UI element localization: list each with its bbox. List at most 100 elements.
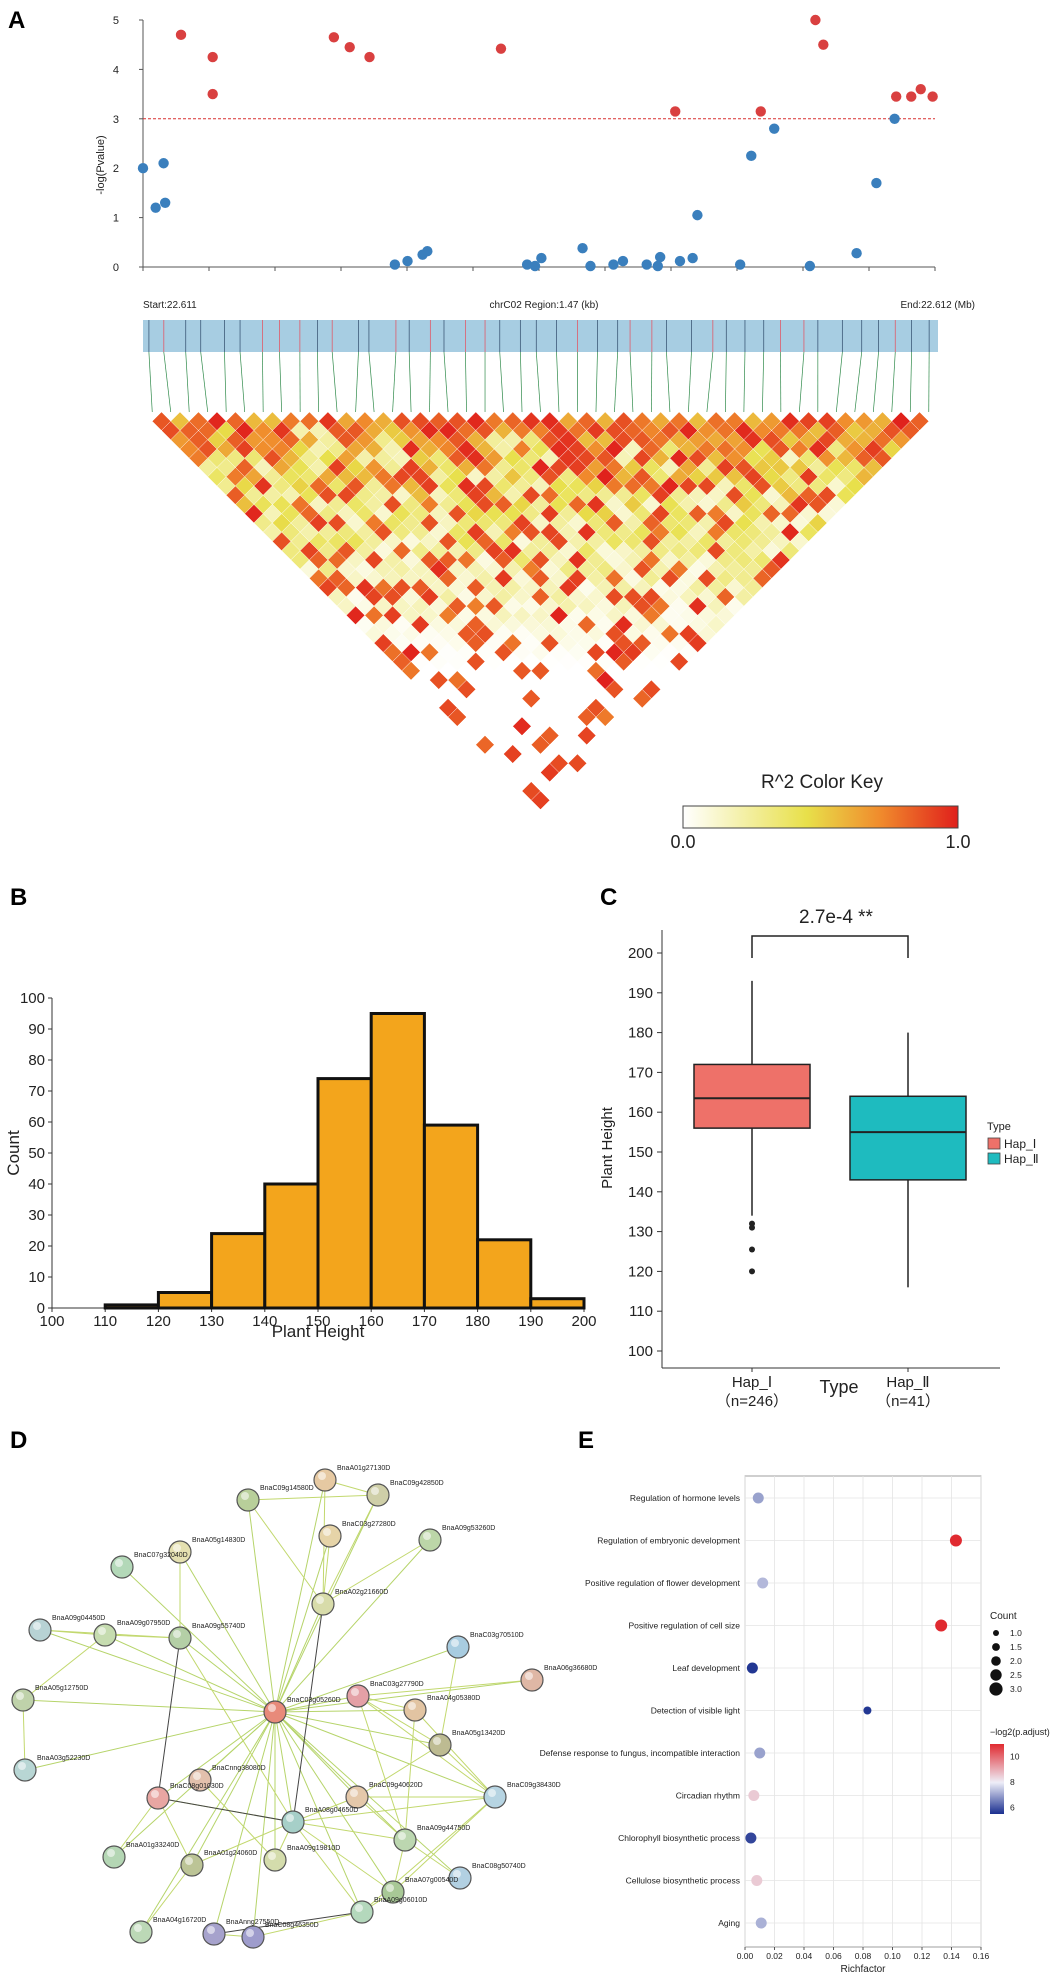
box-outlier: [749, 1224, 755, 1231]
network-node-highlight: [33, 1622, 41, 1630]
significance-label: 2.7e-4 **: [799, 907, 874, 928]
box-group-n-label: （n=41）: [876, 1393, 940, 1410]
box-y-tick-label: 120: [628, 1263, 653, 1280]
enrichment-x-tick-label: 0.10: [884, 1951, 901, 1961]
enrichment-term-label: Leaf development: [672, 1663, 740, 1673]
manhattan-point: [769, 123, 780, 134]
network-node: [483, 1785, 507, 1809]
network-node-label: BnaA09g44750D: [417, 1825, 470, 1832]
hist-x-label: Plant Height: [272, 1322, 365, 1341]
network-edge: [157, 1797, 294, 1823]
enrichment-x-tick-label: 0.06: [825, 1951, 842, 1961]
snp-connector-line: [706, 351, 714, 413]
snp-connector-line: [368, 351, 375, 413]
network-node-highlight: [268, 1704, 276, 1712]
manhattan-y-tick-label: 5: [113, 15, 119, 27]
hist-x-tick-label: 180: [465, 1313, 490, 1330]
network-edge: [292, 1603, 324, 1823]
panel-label-e: E: [578, 1427, 594, 1454]
network-node: [102, 1845, 126, 1869]
enrichment-point: [751, 1875, 763, 1886]
snp-connector-line: [872, 351, 879, 413]
network-edge: [39, 1629, 276, 1713]
network-node-label: BnaC09g40620D: [369, 1782, 423, 1789]
hist-x-tick-label: 120: [146, 1313, 171, 1330]
manhattan-y-tick-label: 1: [113, 213, 119, 225]
manhattan-point: [495, 43, 507, 54]
ld-color-legend: R^2 Color Key 0.0 1.0: [670, 772, 970, 852]
network-node-label: BnaA07g00540D: [405, 1877, 458, 1884]
network-node: [366, 1483, 390, 1507]
snp-connector-line: [909, 351, 912, 413]
manhattan-point: [687, 252, 698, 264]
snp-connector-line: [762, 351, 765, 413]
manhattan-y-tick-label: 3: [113, 114, 119, 126]
network-node-label: BnaA09g55740D: [192, 1623, 245, 1630]
network-node: [180, 1853, 204, 1877]
ld-cell: [909, 411, 930, 431]
network-edge: [140, 1864, 193, 1933]
enrichment-term-label: Regulation of embryonic development: [597, 1536, 740, 1546]
network-node-highlight: [18, 1762, 26, 1770]
snp-connector-line: [595, 351, 598, 413]
snp-connector-line: [163, 351, 172, 413]
enrichment-point: [863, 1706, 872, 1715]
network-node-highlight: [371, 1487, 379, 1495]
hist-x-tick-label: 200: [571, 1313, 596, 1330]
network-node-label: BnaC07g32040D: [134, 1552, 188, 1559]
network-node-highlight: [207, 1926, 215, 1934]
network-node-label: BnaA04g05380D: [427, 1695, 480, 1702]
count-legend-dot: [989, 1682, 1003, 1696]
manhattan-point: [654, 251, 666, 263]
manhattan-point: [755, 106, 766, 117]
network-node-highlight: [433, 1737, 441, 1745]
hist-bar: [263, 1182, 320, 1310]
ld-legend-max: 1.0: [945, 832, 970, 852]
box-group-n-label: （n=246）: [716, 1393, 788, 1410]
box-y-tick-label: 100: [628, 1343, 653, 1360]
network-node: [241, 1925, 265, 1949]
enrichment-point: [935, 1619, 948, 1632]
network-edge: [392, 1796, 496, 1893]
hist-y-tick-label: 100: [20, 990, 45, 1007]
network-node-highlight: [355, 1904, 363, 1912]
snp-connector-line: [239, 351, 246, 413]
network-edge: [357, 1695, 406, 1841]
box-x-label: Type: [819, 1377, 858, 1397]
region-end-label: End:22.612 (Mb): [901, 300, 976, 311]
network-edge: [274, 1711, 394, 1893]
network-edge: [292, 1821, 406, 1841]
network-node: [446, 1635, 470, 1659]
hist-y-tick-label: 20: [28, 1238, 45, 1255]
ppi-network: BnaC09g14580D BnaA01g27130D BnaC09g42850D B…: [11, 1465, 597, 1949]
manhattan-point: [585, 260, 596, 272]
manhattan-point: [158, 158, 169, 169]
hist-x-tick-label: 140: [252, 1313, 277, 1330]
network-edge: [22, 1634, 106, 1701]
hist-bar: [103, 1303, 160, 1310]
network-edge: [104, 1634, 276, 1713]
network-node-label: BnaA09g07950D: [117, 1620, 170, 1627]
network-node-label: BnaC03g27280D: [342, 1521, 396, 1528]
network-node-label: BnaA01g27130D: [337, 1465, 390, 1472]
snp-connector-line: [520, 351, 523, 413]
network-edge: [357, 1679, 533, 1697]
network-node: [318, 1524, 342, 1548]
count-legend-label: 1.0: [1010, 1628, 1022, 1638]
snp-connector-line: [465, 351, 467, 413]
manhattan-point: [207, 88, 218, 100]
network-edge: [274, 1539, 431, 1713]
network-edge: [439, 1744, 496, 1798]
network-node-highlight: [351, 1688, 359, 1696]
hist-x-tick-label: 150: [305, 1313, 330, 1330]
network-node-label: BnaA08g04650D: [305, 1807, 358, 1814]
snp-connector-line: [835, 351, 843, 413]
network-node-label: BnaA05g13420D: [452, 1730, 505, 1737]
manhattan-point: [906, 91, 917, 102]
snp-connector-line: [331, 351, 338, 413]
box-iqr: [849, 1095, 967, 1181]
network-node-highlight: [173, 1630, 181, 1638]
network-node: [313, 1468, 337, 1492]
hist-y-tick-label: 50: [28, 1145, 45, 1162]
snp-connector-line: [614, 351, 619, 413]
